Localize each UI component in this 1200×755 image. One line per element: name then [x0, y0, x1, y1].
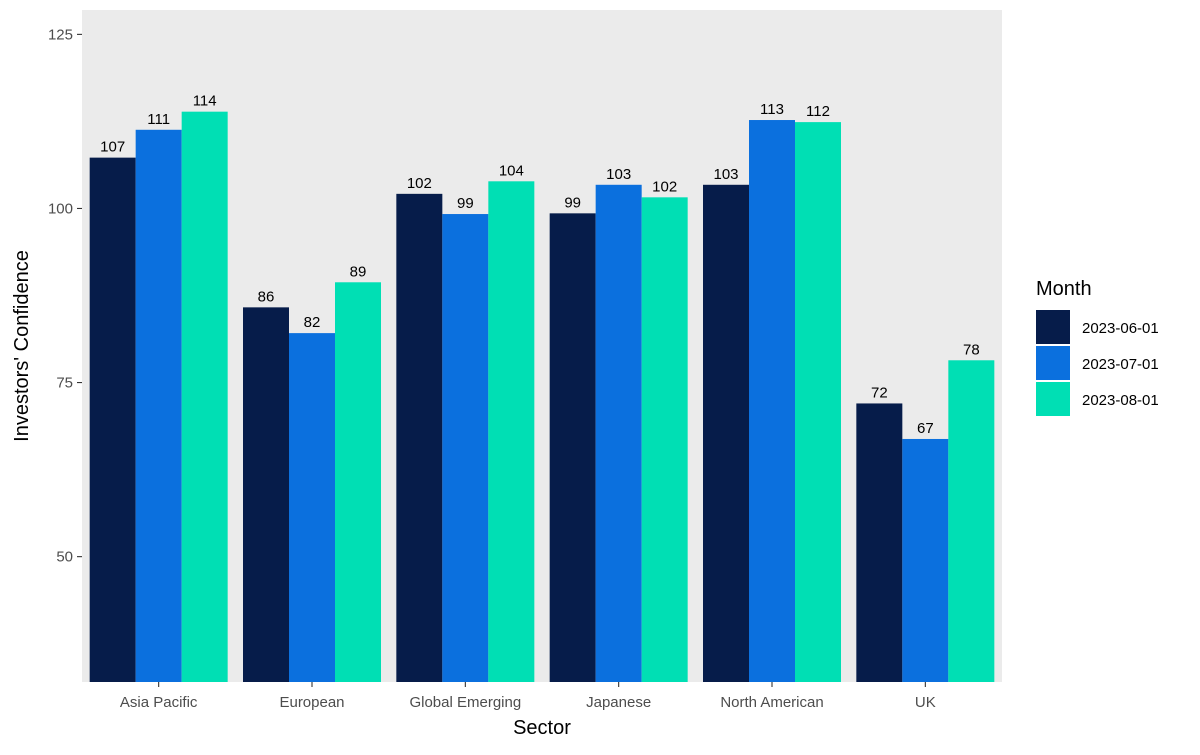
x-tick-label: Global Emerging: [409, 694, 521, 711]
legend-key: [1036, 310, 1070, 344]
bar-labels-layer: 107 111 114 86 82 89 102 99 104 99 103 102 103 113 112…: [100, 93, 980, 437]
bar: [549, 213, 596, 682]
bar-value-label: 86: [258, 288, 275, 305]
bars-layer: [89, 111, 995, 683]
bar: [902, 438, 949, 682]
bar: [856, 403, 903, 682]
bar-value-label: 104: [499, 162, 524, 179]
legend: Month 2023-06-01 2023-07-01 2023-08-01: [1036, 278, 1159, 416]
bar-value-label: 78: [963, 341, 980, 358]
plot-panel: [82, 10, 1002, 682]
bar-value-label: 112: [806, 103, 830, 120]
legend-label: 2023-07-01: [1082, 356, 1159, 373]
bar-value-label: 103: [606, 166, 631, 183]
y-tick-label: 100: [48, 200, 73, 217]
y-tick-label: 50: [56, 549, 73, 566]
bar: [595, 184, 642, 683]
y-axis: 50 75 100 125: [48, 26, 82, 566]
bar-value-label: 113: [760, 101, 784, 118]
bar: [135, 129, 182, 682]
legend-items: 2023-06-01 2023-07-01 2023-08-01: [1036, 310, 1159, 416]
bar: [335, 282, 381, 682]
bar-value-label: 102: [407, 175, 432, 192]
bar: [488, 181, 535, 682]
legend-title: Month: [1036, 278, 1092, 300]
bar-value-label: 72: [871, 384, 888, 401]
x-tick-label: Japanese: [586, 694, 651, 711]
y-axis-title: Investors' Confidence: [11, 250, 33, 442]
y-tick-label: 75: [56, 375, 73, 392]
bar: [641, 197, 688, 682]
legend-label: 2023-06-01: [1082, 320, 1159, 337]
bar-value-label: 82: [304, 314, 321, 331]
bar-value-label: 99: [457, 195, 474, 212]
bar: [442, 214, 489, 683]
bar: [396, 193, 443, 682]
x-tick-label: North American: [720, 694, 823, 711]
bar-value-label: 89: [350, 263, 367, 280]
bar-value-label: 114: [193, 93, 217, 110]
bar: [289, 333, 335, 682]
bar: [89, 157, 136, 682]
bar: [749, 120, 795, 682]
legend-label: 2023-08-01: [1082, 392, 1159, 409]
x-tick-label: European: [279, 694, 344, 711]
bar-value-label: 102: [652, 178, 677, 195]
bar-value-label: 103: [713, 166, 738, 183]
x-tick-label: UK: [915, 694, 936, 711]
legend-key: [1036, 346, 1070, 380]
x-axis-title: Sector: [513, 717, 571, 739]
bar: [948, 360, 995, 682]
bar: [243, 307, 289, 682]
bar: [795, 122, 841, 683]
bar-value-label: 107: [100, 139, 125, 156]
bar: [181, 111, 228, 683]
x-tick-label: Asia Pacific: [120, 694, 198, 711]
bar-value-label: 99: [564, 194, 581, 211]
bar-value-label: 67: [917, 420, 934, 437]
bar-value-label: 111: [147, 111, 170, 128]
bar: [703, 184, 749, 683]
legend-key: [1036, 382, 1070, 416]
x-axis: Asia Pacific European Global Emerging Japan…: [120, 682, 936, 711]
y-tick-label: 125: [48, 26, 73, 43]
